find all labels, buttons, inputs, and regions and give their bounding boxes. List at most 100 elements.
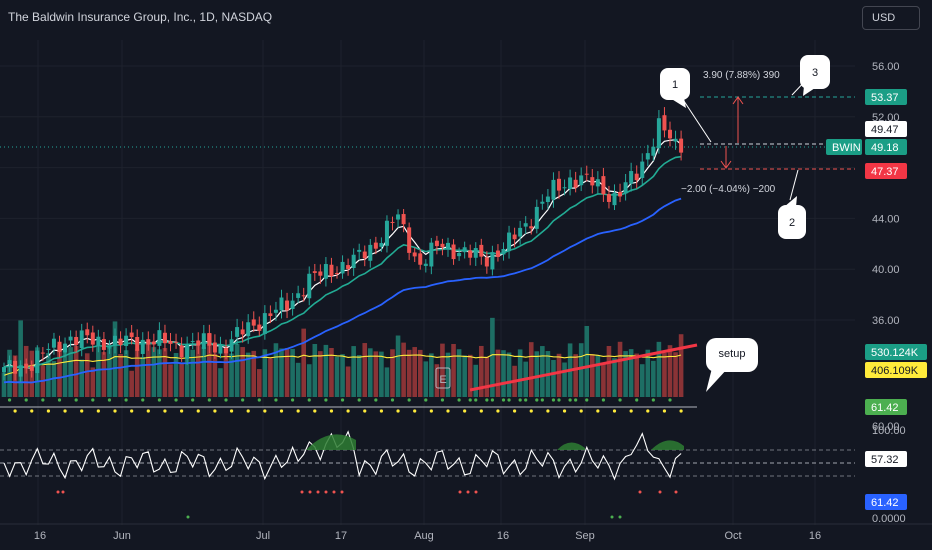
volume-bar <box>584 325 590 397</box>
candle-body <box>335 272 339 274</box>
signal-dot <box>346 409 350 413</box>
candle-body <box>668 129 672 139</box>
callout-1-bubble <box>660 68 690 100</box>
candle-body <box>512 234 517 240</box>
volume-bar <box>467 354 473 397</box>
volume-label-bg <box>865 344 927 360</box>
candle-body <box>168 341 173 344</box>
volume-bar <box>334 356 340 397</box>
volume-bar <box>223 346 229 397</box>
signal-dot <box>130 409 134 413</box>
candle-body <box>412 252 417 257</box>
callout-1-tail <box>670 98 686 108</box>
candle-body <box>529 226 534 229</box>
measure-down-label: −2.00 (−4.04%) −200 <box>681 184 776 195</box>
callout-1-pointer <box>679 94 712 143</box>
candle-body <box>518 227 523 237</box>
signal-dot <box>324 398 328 402</box>
signal-dot <box>224 398 228 402</box>
signal-dot <box>263 409 267 413</box>
volume-bar <box>590 354 595 397</box>
candle-body <box>606 194 611 202</box>
candle-body <box>29 365 34 371</box>
signal-dot <box>629 409 633 413</box>
volume-bar <box>595 355 601 397</box>
signal-dot <box>146 409 150 413</box>
volume-bar <box>134 349 140 397</box>
volume-bar <box>323 344 329 397</box>
volume-bar <box>229 353 234 397</box>
candle-body <box>46 348 51 351</box>
signal-dot <box>679 409 683 413</box>
annotations: 3.90 (7.88%) 390 −2.00 (−4.04%) −200 1 2 3 se… <box>660 55 855 392</box>
osc-signal-dot <box>316 490 320 494</box>
candle-body <box>590 177 595 186</box>
ema-slow-line <box>3 197 682 384</box>
signal-dot <box>80 409 84 413</box>
price-tick: 40.00 <box>872 264 900 276</box>
volume-bar <box>62 348 68 397</box>
candle-body <box>396 214 401 220</box>
osc-signal-dot <box>610 515 614 519</box>
volume-bar <box>473 364 479 397</box>
signal-dot <box>13 409 17 413</box>
candle-body <box>457 253 462 257</box>
volume-bar <box>262 349 268 397</box>
volume-bar <box>245 352 251 397</box>
candle-body <box>440 243 445 248</box>
candle-body <box>162 332 167 344</box>
osc-signal-dot <box>61 490 65 494</box>
price-tick: 36.00 <box>872 315 900 327</box>
signal-dot <box>562 409 567 413</box>
setup-callout-label: setup <box>719 348 746 360</box>
candle-body <box>174 341 179 343</box>
volume-bar <box>379 351 384 397</box>
candle-body <box>568 177 573 190</box>
volume-trendline <box>469 343 698 392</box>
candle-body <box>285 300 290 311</box>
osc-signal-label-bg <box>865 494 907 510</box>
volume-bar <box>57 345 62 397</box>
candle-body <box>368 244 373 261</box>
volume-bar <box>129 370 134 397</box>
signal-dot <box>379 409 383 413</box>
volume-bar <box>456 349 462 397</box>
volume-bar <box>251 350 257 397</box>
volume-bars <box>1 317 684 397</box>
measure-down-arrowhead <box>720 160 732 169</box>
currency-button[interactable]: USD <box>862 6 920 30</box>
candle-body <box>262 313 267 335</box>
candle-body <box>362 251 367 259</box>
signal-dot <box>468 398 472 402</box>
volume-bar <box>534 351 540 397</box>
candle-body <box>251 319 256 326</box>
candle-body <box>390 221 395 223</box>
volume-bar <box>284 348 290 397</box>
candle-body <box>90 332 95 345</box>
signal-dot <box>307 398 311 402</box>
candle-body <box>379 243 384 247</box>
signal-dot <box>446 409 450 413</box>
osc-signal-dot <box>458 490 462 494</box>
symbol-label: BWIN <box>832 142 861 154</box>
signal-dot <box>291 398 295 402</box>
price-label-target-high: 53.37 <box>871 92 899 104</box>
volume-bar <box>351 346 356 397</box>
volume-bar <box>112 321 118 397</box>
osc-signal-dot <box>340 490 344 494</box>
candle-body <box>207 333 212 346</box>
ema-fast-line <box>3 139 682 370</box>
osc-tick: 60.00 <box>872 421 900 433</box>
signal-dot <box>63 409 67 413</box>
signal-dot <box>546 409 550 413</box>
signal-dot <box>424 398 428 402</box>
volume-bar <box>118 353 123 397</box>
candle-body <box>401 214 406 225</box>
candle-body <box>329 264 334 277</box>
time-tick: Aug <box>414 530 434 542</box>
time-tick: 16 <box>34 530 46 542</box>
signal-dot <box>496 409 500 413</box>
candle-body <box>24 363 29 369</box>
earnings-marker-label: E <box>439 374 446 386</box>
